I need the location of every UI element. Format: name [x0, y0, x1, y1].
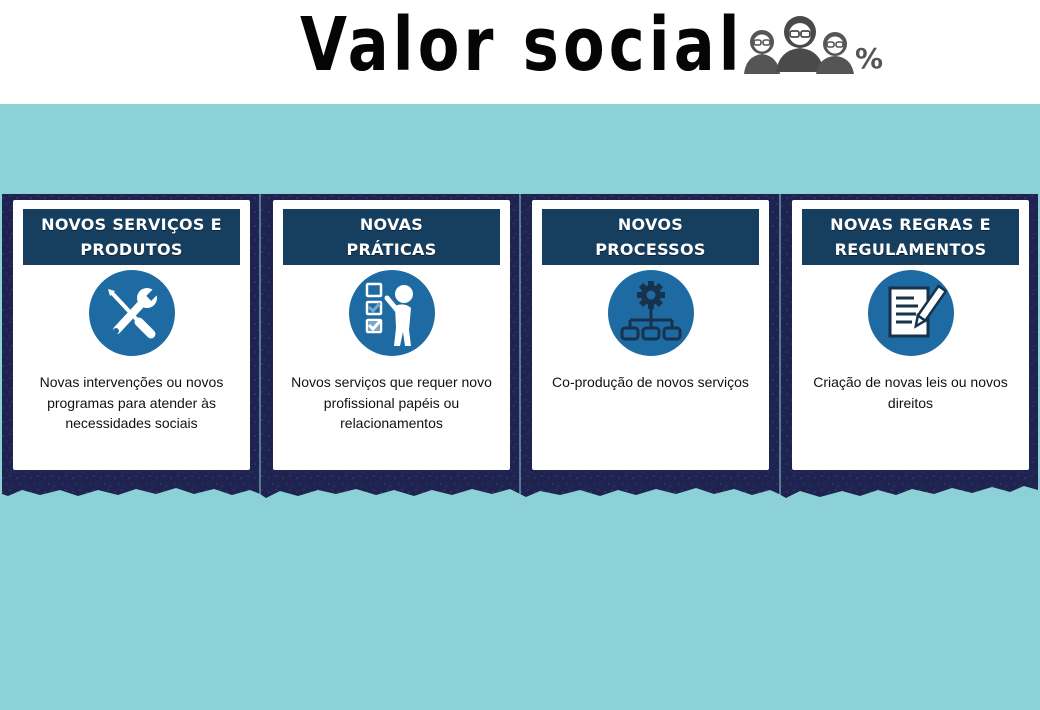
people-percent-icon: % [744, 16, 883, 75]
card-description: Criação de novas leis ou novos direitos [813, 374, 1008, 411]
document-pen-icon [868, 270, 954, 356]
percent-symbol: % [855, 42, 883, 75]
tools-icon [89, 270, 175, 356]
card-title: NOVAS PRÁTICAS [283, 209, 500, 265]
card-description: Novos serviços que requer novo profissio… [291, 374, 492, 431]
card-strip [2, 194, 1038, 500]
card-novas-praticas: NOVAS PRÁTICAS Novos serviços que requer… [273, 200, 510, 470]
card-title: NOVAS REGRAS E REGULAMENTOS [802, 209, 1019, 265]
header: Valor social % [0, 0, 1040, 104]
card-title: NOVOS PROCESSOS [542, 209, 759, 265]
card-novas-regras: NOVAS REGRAS E REGULAMENTOS Criação de n… [792, 200, 1029, 470]
card-description: Co-produção de novos serviços [552, 374, 749, 390]
checklist-person-icon [349, 270, 435, 356]
card-novos-servicos: NOVOS SERVIÇOS E PRODUTOS Novas interven… [13, 200, 250, 470]
card-title: NOVOS SERVIÇOS E PRODUTOS [23, 209, 240, 265]
card-description: Novas intervenções ou novos programas pa… [39, 374, 224, 431]
card-novos-processos: NOVOS PROCESSOS Co-produção de novos ser… [532, 200, 769, 470]
gear-flowchart-icon [608, 270, 694, 356]
page-title: Valor social [300, 2, 744, 88]
